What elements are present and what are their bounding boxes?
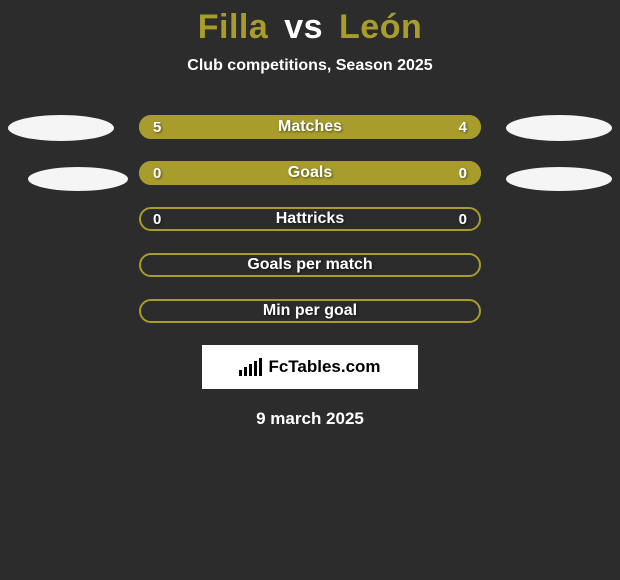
stat-row: Hattricks 0 0 [139,207,481,231]
date-label: 9 march 2025 [0,409,620,429]
stat-row: Min per goal [139,299,481,323]
vs-text: vs [284,8,323,46]
stat-label: Matches [278,118,342,136]
logo-text: FcTables.com [268,357,380,377]
stat-row: Goals per match [139,253,481,277]
player2-club-placeholder [506,167,612,191]
player1-club-placeholder [28,167,128,191]
stat-label: Hattricks [276,210,344,228]
stat-value-right: 0 [459,211,467,228]
stat-value-left: 0 [153,165,161,182]
stat-value-right: 0 [459,165,467,182]
stat-value-left: 5 [153,119,161,136]
player2-avatar-placeholder [506,115,612,141]
comparison-card: Filla vs León Club competitions, Season … [0,0,620,580]
stat-row: Goals 0 0 [139,161,481,185]
stat-rows: Matches 5 4 Goals 0 0 Hattricks 0 0 Goals per mat… [139,115,481,323]
source-logo: FcTables.com [202,345,418,389]
content-area: Matches 5 4 Goals 0 0 Hattricks 0 0 Goals per mat… [0,115,620,429]
stat-label: Goals per match [247,256,372,274]
logo-bars-icon [239,358,262,376]
stat-value-left: 0 [153,211,161,228]
subtitle: Club competitions, Season 2025 [0,57,620,75]
stat-label: Min per goal [263,302,357,320]
page-title: Filla vs León [0,0,620,47]
stat-row: Matches 5 4 [139,115,481,139]
stat-label: Goals [288,164,332,182]
player1-name: Filla [198,8,269,46]
player1-avatar-placeholder [8,115,114,141]
player2-name: León [339,8,422,46]
stat-value-right: 4 [459,119,467,136]
